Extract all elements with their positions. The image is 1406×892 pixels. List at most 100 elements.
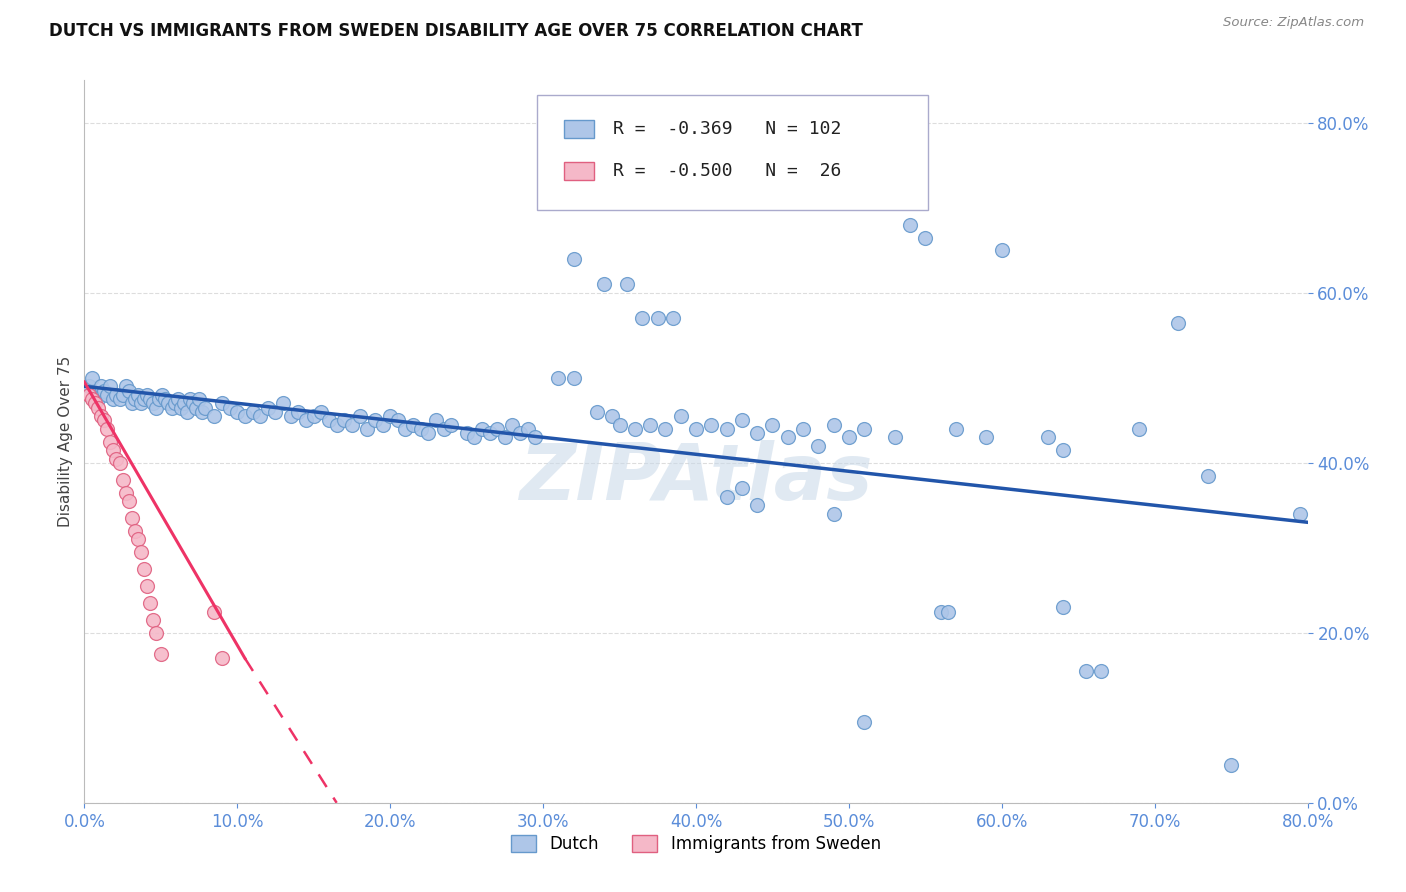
Point xyxy=(139,392,162,406)
Point xyxy=(80,371,103,385)
Point xyxy=(1036,430,1059,444)
Point xyxy=(176,405,198,419)
Point xyxy=(129,396,152,410)
Point xyxy=(853,714,876,729)
Point xyxy=(145,625,167,640)
Point xyxy=(1128,422,1150,436)
Point xyxy=(179,392,201,406)
Point xyxy=(333,413,356,427)
Point xyxy=(108,392,131,406)
Point xyxy=(731,413,754,427)
Point xyxy=(114,379,136,393)
Point xyxy=(127,388,149,402)
Point xyxy=(142,613,165,627)
Point xyxy=(149,647,172,661)
Point xyxy=(685,422,707,436)
Point xyxy=(80,392,103,406)
Point xyxy=(226,405,249,419)
Point xyxy=(166,392,188,406)
Point xyxy=(118,384,141,398)
Point xyxy=(578,150,600,164)
Point xyxy=(914,230,936,244)
Point xyxy=(478,425,501,440)
Point xyxy=(84,396,107,410)
Point xyxy=(124,524,146,538)
Point xyxy=(471,422,494,436)
Point xyxy=(456,425,478,440)
Point xyxy=(280,409,302,423)
Point xyxy=(77,379,100,393)
Point xyxy=(87,401,110,415)
Point xyxy=(433,422,456,436)
Point xyxy=(823,507,845,521)
Text: R =  -0.369   N = 102: R = -0.369 N = 102 xyxy=(613,120,841,138)
Point xyxy=(96,422,118,436)
Point xyxy=(747,498,769,512)
Point xyxy=(105,388,128,402)
Point xyxy=(121,396,143,410)
Point xyxy=(105,451,128,466)
Point xyxy=(211,651,233,665)
Point xyxy=(700,417,723,432)
Point xyxy=(387,413,409,427)
Point xyxy=(371,417,394,432)
Point xyxy=(638,417,661,432)
Text: DUTCH VS IMMIGRANTS FROM SWEDEN DISABILITY AGE OVER 75 CORRELATION CHART: DUTCH VS IMMIGRANTS FROM SWEDEN DISABILI… xyxy=(49,22,863,40)
Point xyxy=(562,252,585,266)
Point xyxy=(136,579,159,593)
Point xyxy=(823,417,845,432)
Point xyxy=(936,605,959,619)
Point xyxy=(132,562,155,576)
Point xyxy=(311,405,333,419)
Point xyxy=(364,413,387,427)
Point xyxy=(202,605,225,619)
Point xyxy=(1074,664,1097,678)
Point xyxy=(114,485,136,500)
Point xyxy=(838,430,860,444)
Bar xyxy=(564,161,595,179)
Point xyxy=(111,388,134,402)
Point xyxy=(394,422,416,436)
Point xyxy=(1289,507,1312,521)
Point xyxy=(409,422,432,436)
Point xyxy=(776,430,799,444)
Point xyxy=(593,277,616,292)
Point xyxy=(148,392,170,406)
Legend: Dutch, Immigrants from Sweden: Dutch, Immigrants from Sweden xyxy=(505,828,887,860)
Point xyxy=(402,417,425,432)
Point xyxy=(669,409,692,423)
Point xyxy=(188,392,211,406)
Point xyxy=(380,409,402,423)
Point xyxy=(136,388,159,402)
Point xyxy=(132,392,155,406)
Point xyxy=(295,413,318,427)
Point xyxy=(516,422,538,436)
Point xyxy=(87,392,110,406)
Point xyxy=(502,417,524,432)
Point xyxy=(184,401,207,415)
Point xyxy=(211,396,233,410)
Point xyxy=(463,430,485,444)
Point xyxy=(98,434,121,449)
Point xyxy=(257,401,280,415)
Point xyxy=(747,425,769,440)
Point xyxy=(170,401,193,415)
Point xyxy=(647,311,669,326)
Y-axis label: Disability Age Over 75: Disability Age Over 75 xyxy=(58,356,73,527)
Point xyxy=(302,409,325,423)
Point xyxy=(609,417,631,432)
Point xyxy=(562,371,585,385)
Point xyxy=(84,388,107,402)
Point xyxy=(1052,600,1074,615)
Point xyxy=(142,396,165,410)
Point xyxy=(96,388,118,402)
Point xyxy=(898,218,921,232)
Point xyxy=(90,379,112,393)
Point xyxy=(853,422,876,436)
Bar xyxy=(564,120,595,138)
Point xyxy=(600,409,623,423)
Point xyxy=(731,481,754,495)
Point xyxy=(242,405,264,419)
Point xyxy=(129,545,152,559)
Point xyxy=(181,396,204,410)
